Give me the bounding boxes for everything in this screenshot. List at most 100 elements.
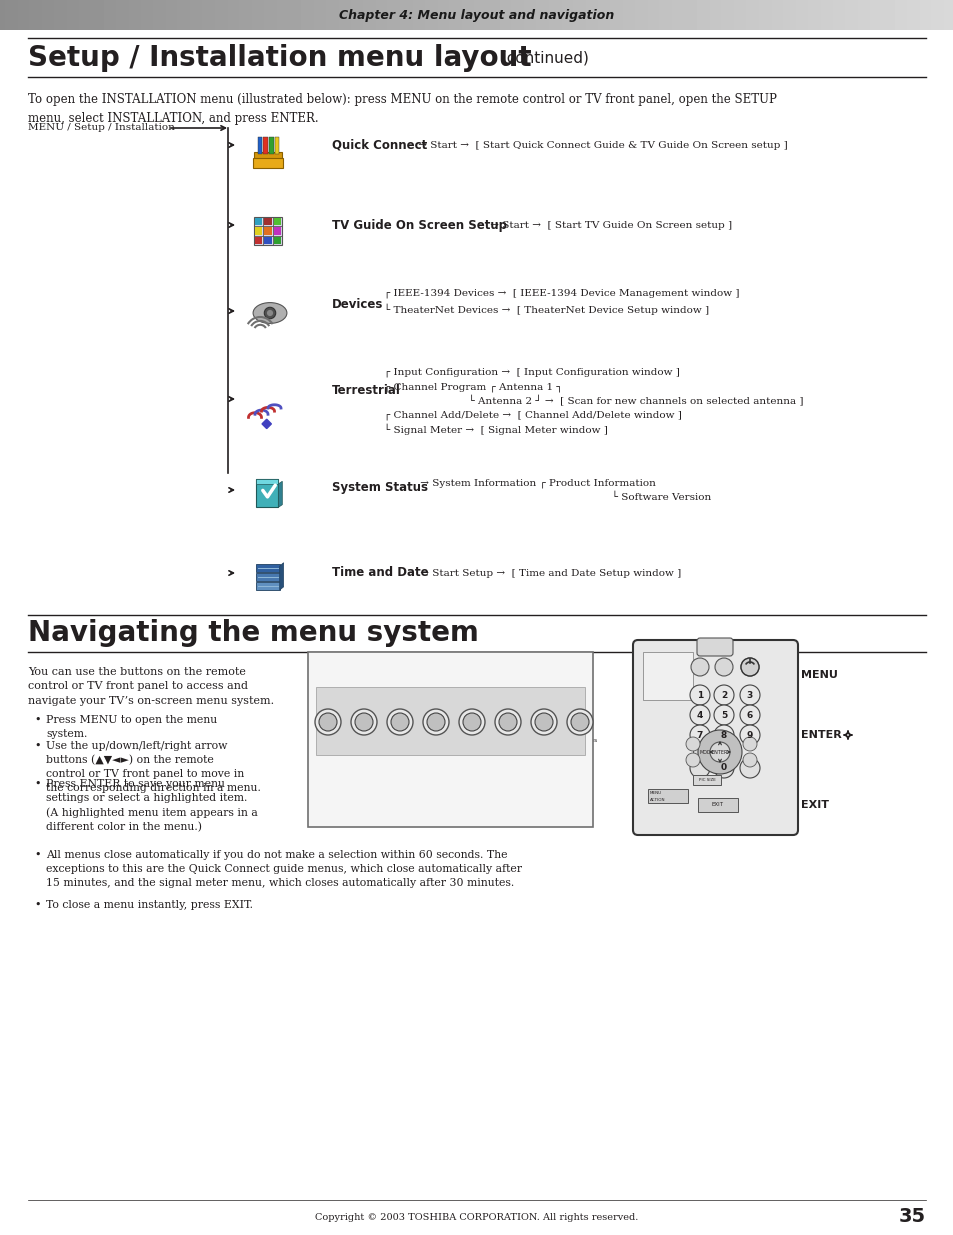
Bar [253,152,282,167]
Circle shape [355,713,373,731]
Circle shape [740,658,759,676]
Text: POWER: POWER [766,653,784,658]
Text: TV front panel: TV front panel [314,658,388,668]
Text: EXIT: EXIT [801,800,828,810]
Circle shape [267,310,273,316]
Bar [315,687,584,755]
Text: 4: 4 [696,710,702,720]
Bar [256,573,279,580]
Text: Press MENU to open the menu
system.: Press MENU to open the menu system. [46,715,217,739]
Circle shape [740,758,760,778]
Text: SLEEP: SLEEP [717,664,730,669]
Text: +10: +10 [716,769,724,774]
Text: ┌ IEEE-1394 Devices →  [ IEEE-1394 Device Management window ]: ┌ IEEE-1394 Devices → [ IEEE-1394 Device… [384,288,739,298]
Text: Remote control: Remote control [639,640,719,650]
Bar [642,652,692,700]
Ellipse shape [253,303,287,324]
Text: DVC CLEAR: DVC CLEAR [742,813,765,818]
Bar [254,217,262,225]
Circle shape [689,705,709,725]
Polygon shape [278,482,282,508]
Text: └ Antenna 2 ┘ →  [ Scan for new channels on selected antenna ]: └ Antenna 2 ┘ → [ Scan for new channels … [384,395,802,406]
Circle shape [713,725,733,745]
Text: • VCR: • VCR [644,672,659,677]
Text: 35: 35 [898,1208,925,1226]
Text: 2: 2 [720,690,726,699]
Circle shape [571,713,588,731]
Text: • AUDIO 2: • AUDIO 2 [644,693,669,698]
Text: •: • [34,715,40,725]
Text: To open the INSTALLATION menu (illustrated below): press MENU on the remote cont: To open the INSTALLATION menu (illustrat… [28,93,776,125]
Text: Setup / Installation menu layout: Setup / Installation menu layout [28,44,531,72]
Circle shape [264,308,275,319]
Text: Quick Connect: Quick Connect [332,138,427,152]
Circle shape [685,737,700,751]
Text: ┌ Input Configuration →  [ Input Configuration window ]: ┌ Input Configuration → [ Input Configur… [384,367,679,377]
Text: •: • [34,900,40,910]
Text: ┌ Channel Add/Delete →  [ Channel Add/Delete window ]: ┌ Channel Add/Delete → [ Channel Add/Del… [384,410,681,420]
Text: 3: 3 [746,690,752,699]
Circle shape [689,725,709,745]
Circle shape [498,713,517,731]
Text: → Start →  [ Start Quick Connect Guide & TV Guide On Screen setup ]: → Start → [ Start Quick Connect Guide & … [415,141,787,149]
Text: •: • [34,779,40,789]
Bar [253,216,282,246]
Circle shape [535,713,553,731]
Text: ACTION: ACTION [649,798,665,802]
Bar [274,227,281,235]
Text: All menus close automatically if you do not make a selection within 60 seconds. : All menus close automatically if you do … [46,850,521,888]
Text: Chapter 4: Menu layout and navigation: Chapter 4: Menu layout and navigation [339,9,614,21]
Circle shape [531,709,557,735]
FancyBboxPatch shape [253,158,282,168]
Text: You can use the buttons on the remote
control or TV front panel to access and
na: You can use the buttons on the remote co… [28,667,274,705]
Circle shape [740,725,760,745]
Text: (continued): (continued) [496,51,588,65]
Circle shape [740,685,760,705]
Bar [254,227,262,235]
Bar [692,747,720,757]
Text: •: • [34,850,40,860]
Text: • DVD: • DVD [644,678,659,683]
Text: *The MENU button on the TV front
panel functions as the ENTER
button when a menu: *The MENU button on the TV front panel f… [408,774,568,806]
Text: To close a menu instantly, press EXIT.: To close a menu instantly, press EXIT. [46,900,253,910]
Bar [264,237,272,245]
Circle shape [458,709,484,735]
Text: 9: 9 [746,730,753,740]
Circle shape [387,709,413,735]
Bar [274,137,279,154]
Bar [269,137,274,154]
Bar [698,798,738,811]
Text: → Start Setup →  [ Time and Date Setup window ]: → Start Setup → [ Time and Date Setup wi… [416,568,680,578]
Text: LIGHT: LIGHT [693,664,705,669]
Text: •: • [34,741,40,751]
Circle shape [698,730,741,774]
Text: 5: 5 [720,710,726,720]
Text: 1: 1 [696,690,702,699]
Circle shape [713,685,733,705]
Text: CHANNEL: CHANNEL [420,739,451,743]
Bar [274,237,281,245]
Text: VOLUME: VOLUME [351,739,376,743]
Bar [308,652,593,827]
Bar [274,217,281,225]
Text: 0: 0 [720,763,726,773]
Text: → Start →  [ Start TV Guide On Screen setup ]: → Start → [ Start TV Guide On Screen set… [486,221,731,230]
Circle shape [742,753,757,767]
Text: MENU
(ENTER*): MENU (ENTER*) [315,776,360,797]
Circle shape [709,742,729,762]
Circle shape [318,713,336,731]
Text: ENTER: ENTER [711,750,727,755]
Text: MODE: MODE [699,750,714,755]
Circle shape [495,709,520,735]
Text: Time and Date: Time and Date [332,567,428,579]
Text: PIC SIZE: PIC SIZE [698,778,715,782]
Bar [264,217,272,225]
Polygon shape [279,563,283,590]
Text: 7: 7 [696,730,702,740]
Circle shape [689,758,709,778]
Text: TouchFocus: TouchFocus [561,739,598,743]
Circle shape [690,658,708,676]
Circle shape [689,685,709,705]
Circle shape [685,753,700,767]
Bar [256,479,278,484]
